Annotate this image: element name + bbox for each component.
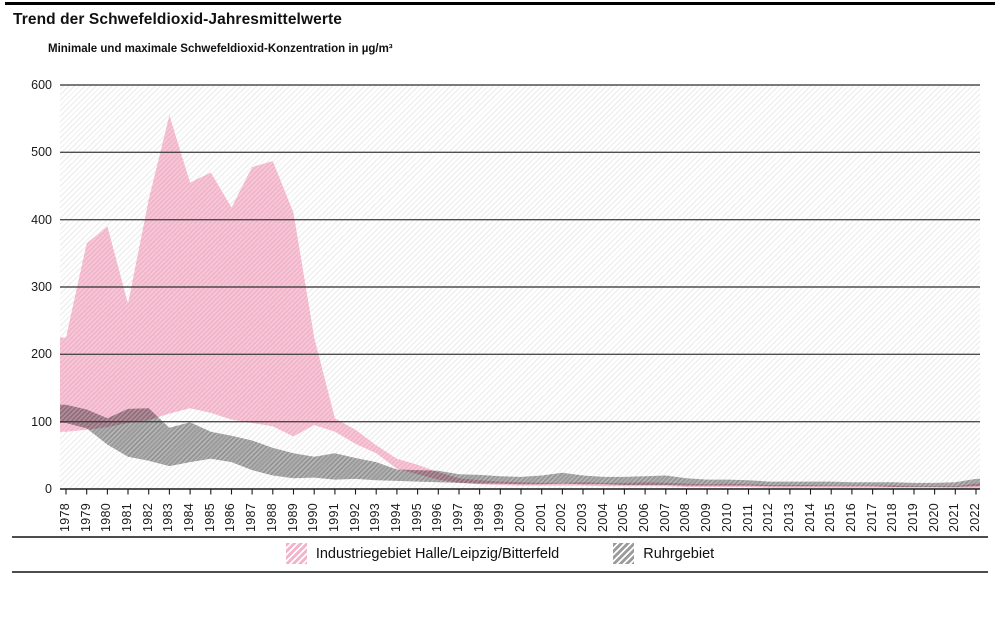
- legend-item-halle: Industriegebiet Halle/Leipzig/Bitterfeld: [285, 543, 560, 564]
- x-axis-label: 2001: [533, 502, 548, 532]
- x-axis-label: 2018: [885, 502, 900, 532]
- legend-label-ruhr: Ruhrgebiet: [643, 545, 715, 562]
- x-axis-label: 1982: [140, 502, 155, 532]
- x-axis-label: 2019: [905, 502, 920, 532]
- x-axis-label: 2021: [947, 502, 962, 532]
- area-series-ruhr: [60, 404, 980, 487]
- y-axis-label: 400: [31, 212, 52, 227]
- y-axis-label: 600: [31, 78, 52, 92]
- x-axis-label: 1980: [99, 502, 114, 532]
- chart-svg: [60, 84, 980, 495]
- x-axis-label: 1996: [430, 502, 445, 532]
- x-axis-label: 1984: [182, 502, 197, 532]
- x-axis-label: 1989: [285, 502, 300, 532]
- gridlines: [60, 84, 980, 423]
- x-axis-label: 1985: [202, 502, 217, 532]
- x-axis-label: 1990: [306, 502, 321, 532]
- x-axis-label: 1983: [161, 502, 176, 532]
- x-axis-label: 1979: [78, 502, 93, 532]
- legend-swatch-halle: [285, 543, 307, 564]
- x-axis-label: 2015: [823, 502, 838, 532]
- separator-line-bottom: [12, 571, 988, 573]
- x-axis-label: 2020: [926, 502, 941, 532]
- x-axis-label: 2004: [595, 502, 610, 532]
- x-axis-label: 1986: [223, 502, 238, 532]
- x-axis-label: 1981: [120, 502, 135, 532]
- x-axis-label: 2013: [781, 502, 796, 532]
- x-axis-label: 1993: [368, 502, 383, 532]
- x-axis-label: 2011: [740, 503, 755, 532]
- x-axis-label: 2022: [968, 502, 982, 532]
- x-axis-label: 2008: [678, 502, 693, 532]
- x-axis-label: 2010: [719, 502, 734, 532]
- x-axis-label: 1988: [264, 502, 279, 532]
- x-axis-label: 2014: [802, 502, 817, 532]
- x-axis-label: 1995: [409, 502, 424, 532]
- x-axis-label: 1987: [244, 502, 259, 532]
- x-axis-label: 2016: [843, 502, 858, 532]
- x-axis-label: 2017: [864, 502, 879, 532]
- legend-item-ruhr: Ruhrgebiet: [613, 543, 714, 564]
- legend: Industriegebiet Halle/Leipzig/Bitterfeld…: [0, 543, 1000, 564]
- separator-line-top: [12, 536, 988, 538]
- y-axis-label: 500: [31, 145, 52, 160]
- x-axis-label: 2003: [575, 502, 590, 532]
- x-axis-label: 2012: [761, 502, 776, 532]
- x-axis-label: 1992: [347, 502, 362, 532]
- top-rule: [5, 2, 995, 5]
- x-ticks: [65, 489, 977, 495]
- x-axis-label: 2006: [637, 502, 652, 532]
- y-axis-label: 100: [31, 414, 52, 429]
- area-series-halle: [60, 115, 980, 489]
- chart-title: Trend der Schwefeldioxid-Jahresmittelwer…: [13, 11, 342, 28]
- x-axis-label: 2007: [657, 502, 672, 532]
- x-axis-label: 1998: [471, 502, 486, 532]
- x-axis-label: 1997: [450, 502, 465, 532]
- x-axis-label: 2000: [513, 502, 527, 532]
- y-axis-label: 300: [31, 280, 52, 294]
- y-axis-label: 200: [31, 347, 52, 362]
- x-axis-label: 2002: [554, 502, 569, 532]
- x-axis-label: 2009: [699, 502, 714, 532]
- x-axis-label: 1991: [326, 502, 341, 532]
- y-axis-label: 0: [45, 482, 52, 496]
- chart-subtitle: Minimale und maximale Schwefeldioxid-Kon…: [48, 43, 393, 55]
- x-axis-label: 1994: [388, 502, 403, 532]
- x-axis-label: 1999: [492, 502, 507, 532]
- legend-label-halle: Industriegebiet Halle/Leipzig/Bitterfeld: [315, 545, 560, 562]
- x-axis-label: 2005: [616, 502, 631, 532]
- legend-swatch-ruhr: [613, 543, 635, 564]
- x-axis-label: 1978: [58, 502, 72, 532]
